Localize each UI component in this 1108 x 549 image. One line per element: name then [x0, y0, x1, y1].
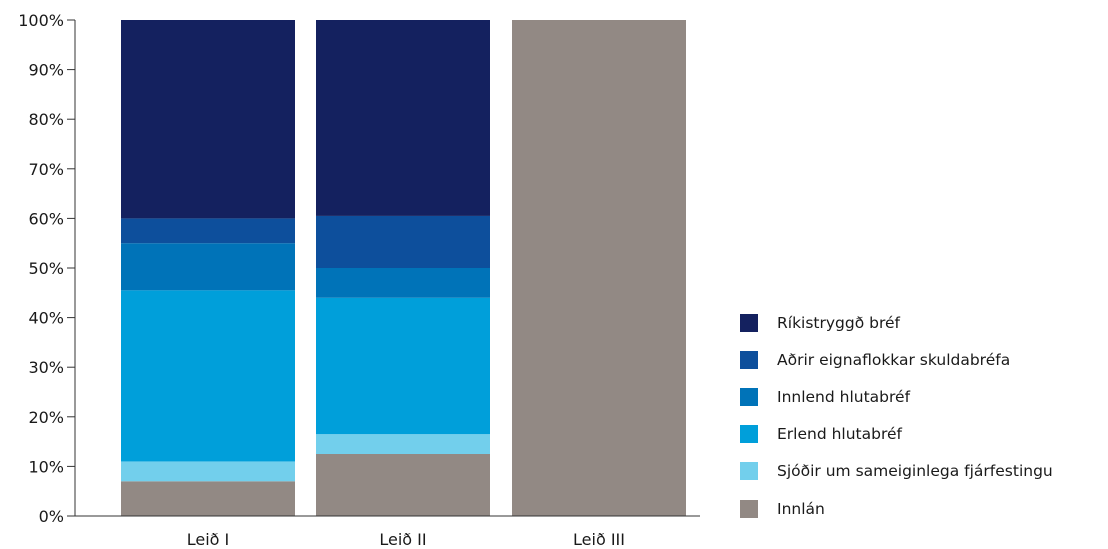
y-tick-label: 20%	[28, 408, 64, 427]
legend-label: Innlend hlutabréf	[777, 387, 911, 406]
legend-swatch	[740, 499, 758, 518]
bar-segment	[316, 454, 490, 516]
legend-swatch	[740, 387, 758, 406]
legend-swatch	[740, 425, 758, 444]
bar-segment	[316, 215, 490, 268]
legend-label: Sjóðir um sameiginlega fjárfestingu	[777, 462, 1053, 481]
legend-swatch	[740, 313, 758, 332]
y-tick-label: 70%	[28, 160, 64, 179]
y-tick-label: 10%	[28, 457, 64, 476]
bar-segment	[512, 20, 686, 516]
y-tick-label: 40%	[28, 309, 64, 328]
bar-segment	[121, 243, 295, 291]
bar-segment	[121, 481, 295, 516]
legend-item: Aðrir eignaflokkar skuldabréfa	[740, 341, 1100, 378]
legend-item: Sjóðir um sameiginlega fjárfestingu	[740, 453, 1100, 490]
legend-swatch	[740, 350, 758, 369]
bar-segment	[316, 268, 490, 298]
legend: Ríkistryggð bréf Aðrir eignaflokkar skuld…	[740, 304, 1100, 527]
y-tick-label: 100%	[18, 11, 64, 30]
bars	[121, 20, 686, 516]
y-tick-label: 50%	[28, 259, 64, 278]
y-tick-label: 30%	[28, 358, 64, 377]
x-category-label: Leið II	[379, 530, 426, 549]
legend-label: Erlend hlutabréf	[777, 425, 902, 444]
legend-item: Erlend hlutabréf	[740, 416, 1100, 453]
bar-segment	[121, 20, 295, 219]
bar-segment	[316, 434, 490, 454]
x-category-label: Leið III	[573, 530, 625, 549]
y-tick-label: 0%	[39, 507, 64, 526]
legend-item: Innlend hlutabréf	[740, 378, 1100, 415]
legend-item: Ríkistryggð bréf	[740, 304, 1100, 341]
y-tick-label: 80%	[28, 110, 64, 129]
y-tick-label: 90%	[28, 61, 64, 80]
x-axis: Leið I Leið II Leið III	[75, 515, 700, 549]
bar-segment	[121, 461, 295, 482]
bar-segment	[121, 218, 295, 244]
bar-segment	[316, 20, 490, 216]
legend-swatch	[740, 462, 758, 481]
bar-segment	[316, 297, 490, 435]
legend-label: Aðrir eignaflokkar skuldabréfa	[777, 350, 1011, 369]
bar-segment	[121, 290, 295, 462]
legend-label: Ríkistryggð bréf	[777, 313, 901, 332]
legend-item: Innlán	[740, 490, 1100, 527]
x-category-label: Leið I	[187, 530, 230, 549]
y-tick-label: 60%	[28, 209, 64, 228]
legend-label: Innlán	[777, 499, 825, 518]
y-axis: 0% 10% 20% 30% 40% 50% 60% 70% 80% 90% 100%	[18, 11, 76, 526]
